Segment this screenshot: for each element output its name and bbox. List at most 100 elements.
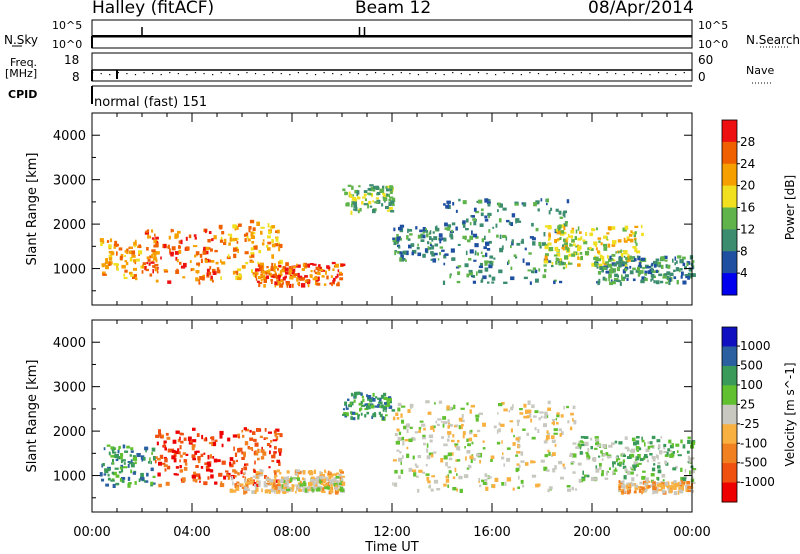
velocity-echo-cell bbox=[195, 465, 199, 468]
velocity-echo-cell bbox=[114, 454, 119, 459]
velocity-echo-cell bbox=[624, 436, 628, 440]
power-echo-cell bbox=[296, 277, 299, 282]
power-echo-cell bbox=[309, 263, 314, 265]
velocity-echo-cell bbox=[626, 482, 631, 487]
velocity-echo-cell bbox=[586, 456, 590, 461]
power-echo-cell bbox=[169, 248, 171, 253]
power-echo-cell bbox=[401, 258, 404, 262]
power-echo-cell bbox=[648, 270, 653, 275]
velocity-echo-cell bbox=[151, 452, 153, 455]
power-echo-cell bbox=[497, 202, 501, 207]
velocity-echo-cell bbox=[626, 490, 630, 495]
power-echo-cell bbox=[544, 225, 548, 228]
power-echo-cell bbox=[469, 235, 474, 240]
velocity-echo-cell bbox=[456, 446, 459, 451]
velocity-echo-cell bbox=[287, 486, 290, 490]
power-echo-cell bbox=[573, 243, 576, 247]
velocity-echo-cell bbox=[425, 463, 428, 467]
power-echo-cell bbox=[280, 279, 284, 283]
velocity-echo-cell bbox=[209, 469, 214, 473]
power-echo-cell bbox=[613, 263, 617, 267]
velocity-echo-cell bbox=[633, 441, 637, 446]
velocity-echo-cell bbox=[635, 484, 638, 489]
velocity-echo-cell bbox=[469, 409, 472, 414]
velocity-y-tick-label: 4000 bbox=[53, 336, 86, 351]
velocity-echo-cell bbox=[157, 472, 161, 477]
power-echo-cell bbox=[516, 242, 521, 246]
power-echo-cell bbox=[606, 255, 609, 259]
power-echo-cell bbox=[430, 251, 434, 255]
velocity-echo-cell bbox=[341, 477, 344, 482]
power-echo-cell bbox=[631, 231, 636, 235]
power-echo-cell bbox=[201, 276, 205, 281]
velocity-echo-cell bbox=[308, 482, 313, 487]
velocity-echo-cell bbox=[245, 483, 249, 489]
power-echo-cell bbox=[533, 202, 537, 207]
velocity-y-tick-label: 1000 bbox=[53, 470, 86, 485]
power-echo-cell bbox=[561, 261, 564, 265]
velocity-echo-cell bbox=[266, 443, 271, 447]
power-echo-cell bbox=[691, 273, 696, 277]
velocity-echo-cell bbox=[398, 457, 403, 462]
velocity-echo-cell bbox=[400, 413, 403, 418]
power-echo-cell bbox=[200, 258, 203, 264]
power-echo-cell bbox=[145, 230, 149, 233]
power-echo-cell bbox=[443, 262, 446, 266]
power-echo-cell bbox=[319, 268, 324, 271]
power-echo-cell bbox=[456, 280, 461, 284]
velocity-echo-cell bbox=[213, 458, 218, 463]
power-echo-cell bbox=[417, 252, 422, 257]
power-echo-cell bbox=[668, 281, 671, 285]
time-axis-label: Time UT bbox=[364, 540, 418, 554]
power-echo-cell bbox=[364, 198, 367, 201]
velocity-echo-cell bbox=[171, 455, 176, 460]
velocity-echo-cell bbox=[366, 403, 371, 406]
power-echo-cell bbox=[636, 250, 641, 254]
power-echo-cell bbox=[223, 238, 227, 243]
velocity-echo-cell bbox=[577, 462, 582, 466]
velocity-echo-cell bbox=[333, 473, 338, 476]
power-echo-cell bbox=[436, 227, 440, 232]
velocity-echo-cell bbox=[408, 438, 413, 443]
velocity-echo-cell bbox=[163, 464, 168, 468]
power-echo-cell bbox=[547, 242, 552, 246]
power-echo-cell bbox=[462, 200, 467, 205]
velocity-echo-cell bbox=[520, 451, 524, 456]
power-echo-cell bbox=[330, 275, 333, 278]
velocity-echo-cell bbox=[531, 474, 537, 478]
velocity-echo-cell bbox=[165, 432, 169, 436]
power-echo-cell bbox=[267, 247, 271, 251]
power-echo-cell bbox=[108, 261, 111, 266]
power-echo-cell bbox=[542, 274, 546, 279]
nave-dot bbox=[666, 73, 668, 75]
power-echo-cell bbox=[481, 254, 485, 258]
velocity-echo-cell bbox=[249, 481, 254, 485]
velocity-echo-cell bbox=[122, 459, 126, 462]
velocity-echo-cell bbox=[500, 423, 505, 427]
power-echo-cell bbox=[562, 211, 566, 216]
power-echo-cell bbox=[503, 235, 507, 238]
velocity-echo-cell bbox=[271, 479, 276, 484]
power-echo-cell bbox=[271, 275, 275, 278]
power-colorbar-segment bbox=[722, 185, 737, 208]
velocity-echo-cell bbox=[662, 489, 666, 494]
velocity-echo-cell bbox=[635, 455, 637, 460]
velocity-echo-cell bbox=[121, 479, 125, 483]
velocity-echo-cell bbox=[245, 481, 249, 485]
velocity-echo-cell bbox=[366, 394, 368, 398]
velocity-echo-cell bbox=[297, 473, 299, 478]
velocity-echo-cell bbox=[158, 432, 162, 437]
velocity-echo-cell bbox=[426, 448, 429, 453]
power-echo-cell bbox=[590, 248, 594, 251]
power-echo-cell bbox=[623, 237, 626, 242]
velocity-echo-cell bbox=[523, 403, 527, 408]
velocity-echo-cell bbox=[330, 484, 333, 488]
power-echo-cell bbox=[684, 274, 688, 277]
velocity-echo-cell bbox=[635, 487, 638, 491]
power-echo-cell bbox=[507, 261, 509, 265]
velocity-echo-cell bbox=[159, 436, 163, 439]
power-echo-cell bbox=[554, 239, 557, 244]
velocity-echo-cell bbox=[553, 432, 558, 435]
power-echo-cell bbox=[603, 246, 608, 251]
velocity-echo-cell bbox=[371, 404, 375, 409]
